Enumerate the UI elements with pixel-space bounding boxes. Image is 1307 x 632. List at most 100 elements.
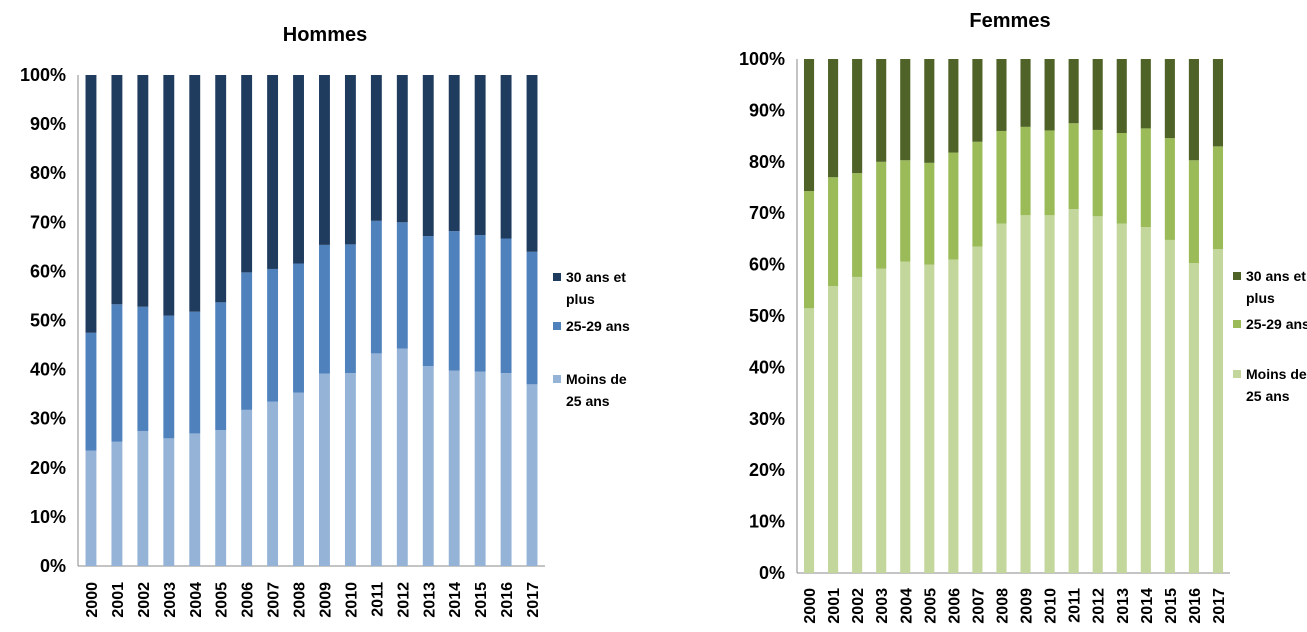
femmes-legend-swatch-1	[1233, 320, 1241, 328]
hommes-y-tick-label: 50%	[30, 311, 66, 331]
hommes-bar-segment-2011-s1	[370, 220, 382, 354]
femmes-bar-segment-2010-s0	[1044, 215, 1055, 574]
femmes-bar-segment-2009-s2	[1020, 59, 1031, 127]
femmes-bar-segment-2003-s2	[876, 59, 887, 162]
hommes-bar-segment-2002-s0	[137, 430, 149, 566]
hommes-y-tick-label: 20%	[30, 458, 66, 478]
hommes-x-tick-label: 2015	[473, 582, 490, 618]
hommes-bar-segment-2009-s1	[319, 244, 330, 374]
femmes-bar-segment-2013-s2	[1116, 59, 1127, 134]
femmes-bar-segment-2006-s0	[948, 259, 959, 573]
femmes-bar-segment-2016-s2	[1188, 59, 1199, 161]
femmes-bar-segment-2007-s2	[972, 59, 983, 142]
hommes-x-tick-label: 2003	[162, 582, 179, 618]
femmes-bar-segment-2013-s1	[1116, 133, 1127, 224]
hommes-bar-segment-2010-s0	[344, 373, 356, 566]
hommes-bar-segment-2015-s2	[474, 75, 486, 236]
femmes-legend-label-0: Moins de	[1246, 366, 1307, 382]
hommes-bar-segment-2015-s0	[474, 371, 486, 566]
hommes-bar-segment-2016-s1	[500, 238, 512, 374]
femmes-y-tick-label: 70%	[749, 203, 785, 223]
hommes-bar-segment-2017-s1	[526, 251, 538, 385]
hommes-bar-segment-2011-s0	[370, 353, 382, 566]
hommes-y-tick-label: 40%	[30, 360, 66, 380]
femmes-x-tick-label: 2013	[1115, 588, 1132, 624]
femmes-y-tick-label: 100%	[739, 49, 785, 69]
hommes-x-tick-label: 2001	[110, 582, 127, 618]
femmes-bar-segment-2011-s2	[1068, 59, 1079, 124]
hommes-legend-swatch-1	[553, 322, 561, 330]
hommes-bar-segment-2012-s0	[396, 348, 408, 566]
femmes-bar-segment-2001-s1	[828, 177, 839, 287]
hommes-bar-segment-2006-s0	[241, 409, 253, 566]
femmes-x-tick-label: 2009	[1019, 588, 1036, 624]
hommes-bar-segment-2001-s0	[111, 441, 123, 566]
femmes-x-tick-label: 2001	[826, 588, 843, 624]
hommes-bar-segment-2005-s2	[215, 75, 227, 303]
hommes-bar-segment-2013-s0	[422, 366, 434, 566]
femmes-bar-segment-2015-s2	[1164, 59, 1175, 139]
hommes-legend-label-1: 25-29 ans	[566, 318, 630, 334]
hommes-x-tick-label: 2006	[240, 582, 257, 618]
hommes-bar-segment-2012-s1	[396, 222, 408, 349]
hommes-bar-segment-2017-s2	[526, 75, 538, 252]
hommes-bar-segment-2000-s2	[85, 75, 97, 333]
hommes-x-tick-label: 2014	[447, 582, 464, 618]
chart-hommes: Hommes 0% 10% 20% 30% 40% 50% 60% 70% 80% 90% 100% 2…	[0, 0, 650, 627]
hommes-x-tick-label: 2011	[369, 582, 386, 617]
hommes-y-tick-label: 90%	[30, 114, 66, 134]
femmes-y-tick-label: 40%	[749, 357, 785, 377]
femmes-x-tick-label: 2015	[1163, 588, 1180, 624]
hommes-bar-segment-2016-s2	[500, 75, 512, 239]
hommes-bar-segment-2004-s1	[189, 311, 201, 434]
femmes-x-tick-label: 2012	[1091, 588, 1108, 624]
hommes-x-tick-label: 2017	[525, 582, 542, 618]
hommes-x-tick-label: 2004	[188, 582, 205, 618]
hommes-bar-segment-2005-s0	[215, 429, 227, 566]
femmes-bar-segment-2006-s2	[948, 59, 959, 153]
femmes-y-tick-label: 90%	[749, 100, 785, 120]
hommes-y-tick-label: 80%	[30, 163, 66, 183]
femmes-bar-segment-2016-s1	[1188, 160, 1199, 264]
femmes-x-tick-label: 2010	[1043, 588, 1060, 624]
femmes-x-tick-label: 2003	[874, 588, 891, 624]
chart-femmes-svg: Femmes 0% 10% 20% 30% 40% 50% 60% 70% 80% 90% 100% 2…	[739, 10, 1307, 624]
femmes-x-tick-label: 2017	[1211, 588, 1228, 624]
femmes-legend-swatch-2	[1233, 272, 1241, 280]
hommes-legend-label-2: plus	[566, 291, 595, 307]
hommes-bar-segment-2008-s0	[293, 392, 304, 566]
femmes-x-tick-label: 2000	[802, 588, 819, 624]
hommes-y-tick-label: 10%	[30, 507, 66, 527]
femmes-bar-segment-2003-s0	[876, 268, 887, 573]
hommes-bar-segment-2008-s2	[293, 75, 304, 264]
hommes-bar-segment-2015-s1	[474, 235, 486, 372]
femmes-bar-segment-2014-s1	[1140, 128, 1151, 228]
hommes-y-tick-label: 30%	[30, 409, 66, 429]
femmes-x-tick-label: 2007	[970, 588, 987, 624]
femmes-bar-segment-2001-s0	[828, 286, 839, 573]
femmes-legend-label-0: 25 ans	[1246, 388, 1290, 404]
femmes-y-tick-label: 0%	[759, 563, 785, 583]
femmes-bar-segment-2010-s1	[1044, 130, 1055, 216]
hommes-legend-swatch-2	[553, 273, 561, 281]
femmes-bar-segment-2003-s1	[876, 161, 887, 269]
hommes-x-tick-label: 2012	[395, 582, 412, 618]
femmes-bar-segment-2000-s1	[803, 191, 815, 309]
femmes-x-tick-label: 2014	[1139, 588, 1156, 624]
hommes-bar-segment-2013-s2	[422, 75, 434, 237]
hommes-bar-segment-2014-s0	[448, 370, 460, 566]
femmes-bar-segment-2008-s2	[996, 59, 1007, 131]
femmes-bar-segment-2005-s2	[924, 59, 935, 163]
hommes-legend-label-2: 30 ans et	[566, 269, 626, 285]
hommes-x-tick-label: 2005	[214, 582, 231, 618]
femmes-bar-segment-2014-s2	[1140, 59, 1151, 129]
hommes-x-tick-label: 2000	[84, 582, 101, 618]
femmes-bar-segment-2004-s1	[900, 160, 911, 262]
hommes-bar-segment-2007-s1	[267, 268, 279, 402]
hommes-bar-segment-2016-s0	[500, 373, 512, 566]
hommes-bar-segment-2003-s2	[163, 75, 175, 316]
femmes-x-tick-label: 2016	[1187, 588, 1204, 624]
femmes-bar-segment-2012-s2	[1092, 59, 1103, 130]
hommes-bar-segment-2000-s1	[85, 332, 97, 451]
femmes-bar-segment-2017-s1	[1212, 146, 1224, 250]
